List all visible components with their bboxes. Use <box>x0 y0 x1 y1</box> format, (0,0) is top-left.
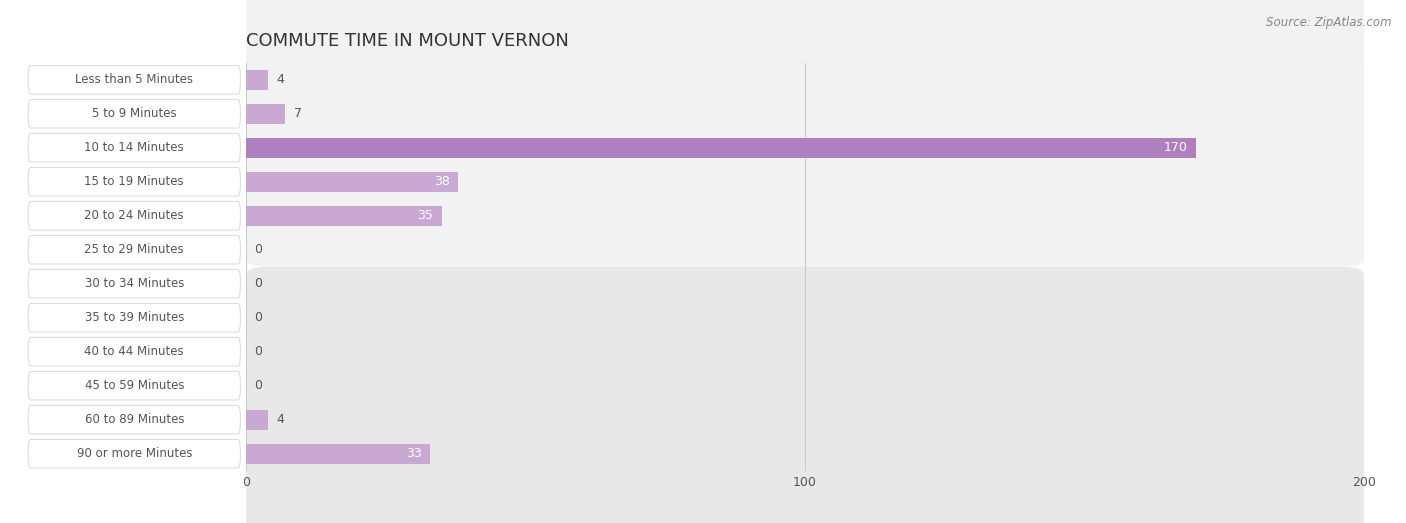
FancyBboxPatch shape <box>28 337 240 366</box>
Text: 7: 7 <box>294 107 301 120</box>
FancyBboxPatch shape <box>28 235 240 264</box>
FancyBboxPatch shape <box>28 371 240 400</box>
FancyBboxPatch shape <box>246 267 1364 523</box>
Text: 15 to 19 Minutes: 15 to 19 Minutes <box>84 175 184 188</box>
Text: 5 to 9 Minutes: 5 to 9 Minutes <box>91 107 177 120</box>
Text: 0: 0 <box>254 379 263 392</box>
Text: 10 to 14 Minutes: 10 to 14 Minutes <box>84 141 184 154</box>
Bar <box>246 410 269 429</box>
Text: 33: 33 <box>406 447 422 460</box>
Bar <box>246 138 1197 157</box>
FancyBboxPatch shape <box>28 99 240 128</box>
Text: 35: 35 <box>418 209 433 222</box>
FancyBboxPatch shape <box>28 269 240 298</box>
FancyBboxPatch shape <box>28 405 240 434</box>
Text: 20 to 24 Minutes: 20 to 24 Minutes <box>84 209 184 222</box>
FancyBboxPatch shape <box>28 133 240 162</box>
Text: 4: 4 <box>277 73 284 86</box>
Text: 170: 170 <box>1164 141 1188 154</box>
Bar <box>246 172 458 191</box>
Text: 40 to 44 Minutes: 40 to 44 Minutes <box>84 345 184 358</box>
Text: COMMUTE TIME IN MOUNT VERNON: COMMUTE TIME IN MOUNT VERNON <box>246 32 569 50</box>
FancyBboxPatch shape <box>28 439 240 468</box>
Text: 90 or more Minutes: 90 or more Minutes <box>76 447 193 460</box>
Text: 60 to 89 Minutes: 60 to 89 Minutes <box>84 413 184 426</box>
Text: 0: 0 <box>254 243 263 256</box>
Text: 0: 0 <box>254 311 263 324</box>
Text: 35 to 39 Minutes: 35 to 39 Minutes <box>84 311 184 324</box>
FancyBboxPatch shape <box>246 0 1364 267</box>
Text: 0: 0 <box>254 345 263 358</box>
Text: 25 to 29 Minutes: 25 to 29 Minutes <box>84 243 184 256</box>
Text: Source: ZipAtlas.com: Source: ZipAtlas.com <box>1267 16 1392 29</box>
Bar <box>246 444 430 463</box>
Bar <box>246 206 441 225</box>
Bar <box>246 104 285 123</box>
Text: 38: 38 <box>434 175 450 188</box>
Text: 30 to 34 Minutes: 30 to 34 Minutes <box>84 277 184 290</box>
FancyBboxPatch shape <box>28 65 240 94</box>
FancyBboxPatch shape <box>28 167 240 196</box>
Text: 0: 0 <box>254 277 263 290</box>
FancyBboxPatch shape <box>28 201 240 230</box>
Text: Less than 5 Minutes: Less than 5 Minutes <box>76 73 193 86</box>
FancyBboxPatch shape <box>28 303 240 332</box>
Bar <box>246 70 269 89</box>
Text: 45 to 59 Minutes: 45 to 59 Minutes <box>84 379 184 392</box>
Text: 4: 4 <box>277 413 284 426</box>
